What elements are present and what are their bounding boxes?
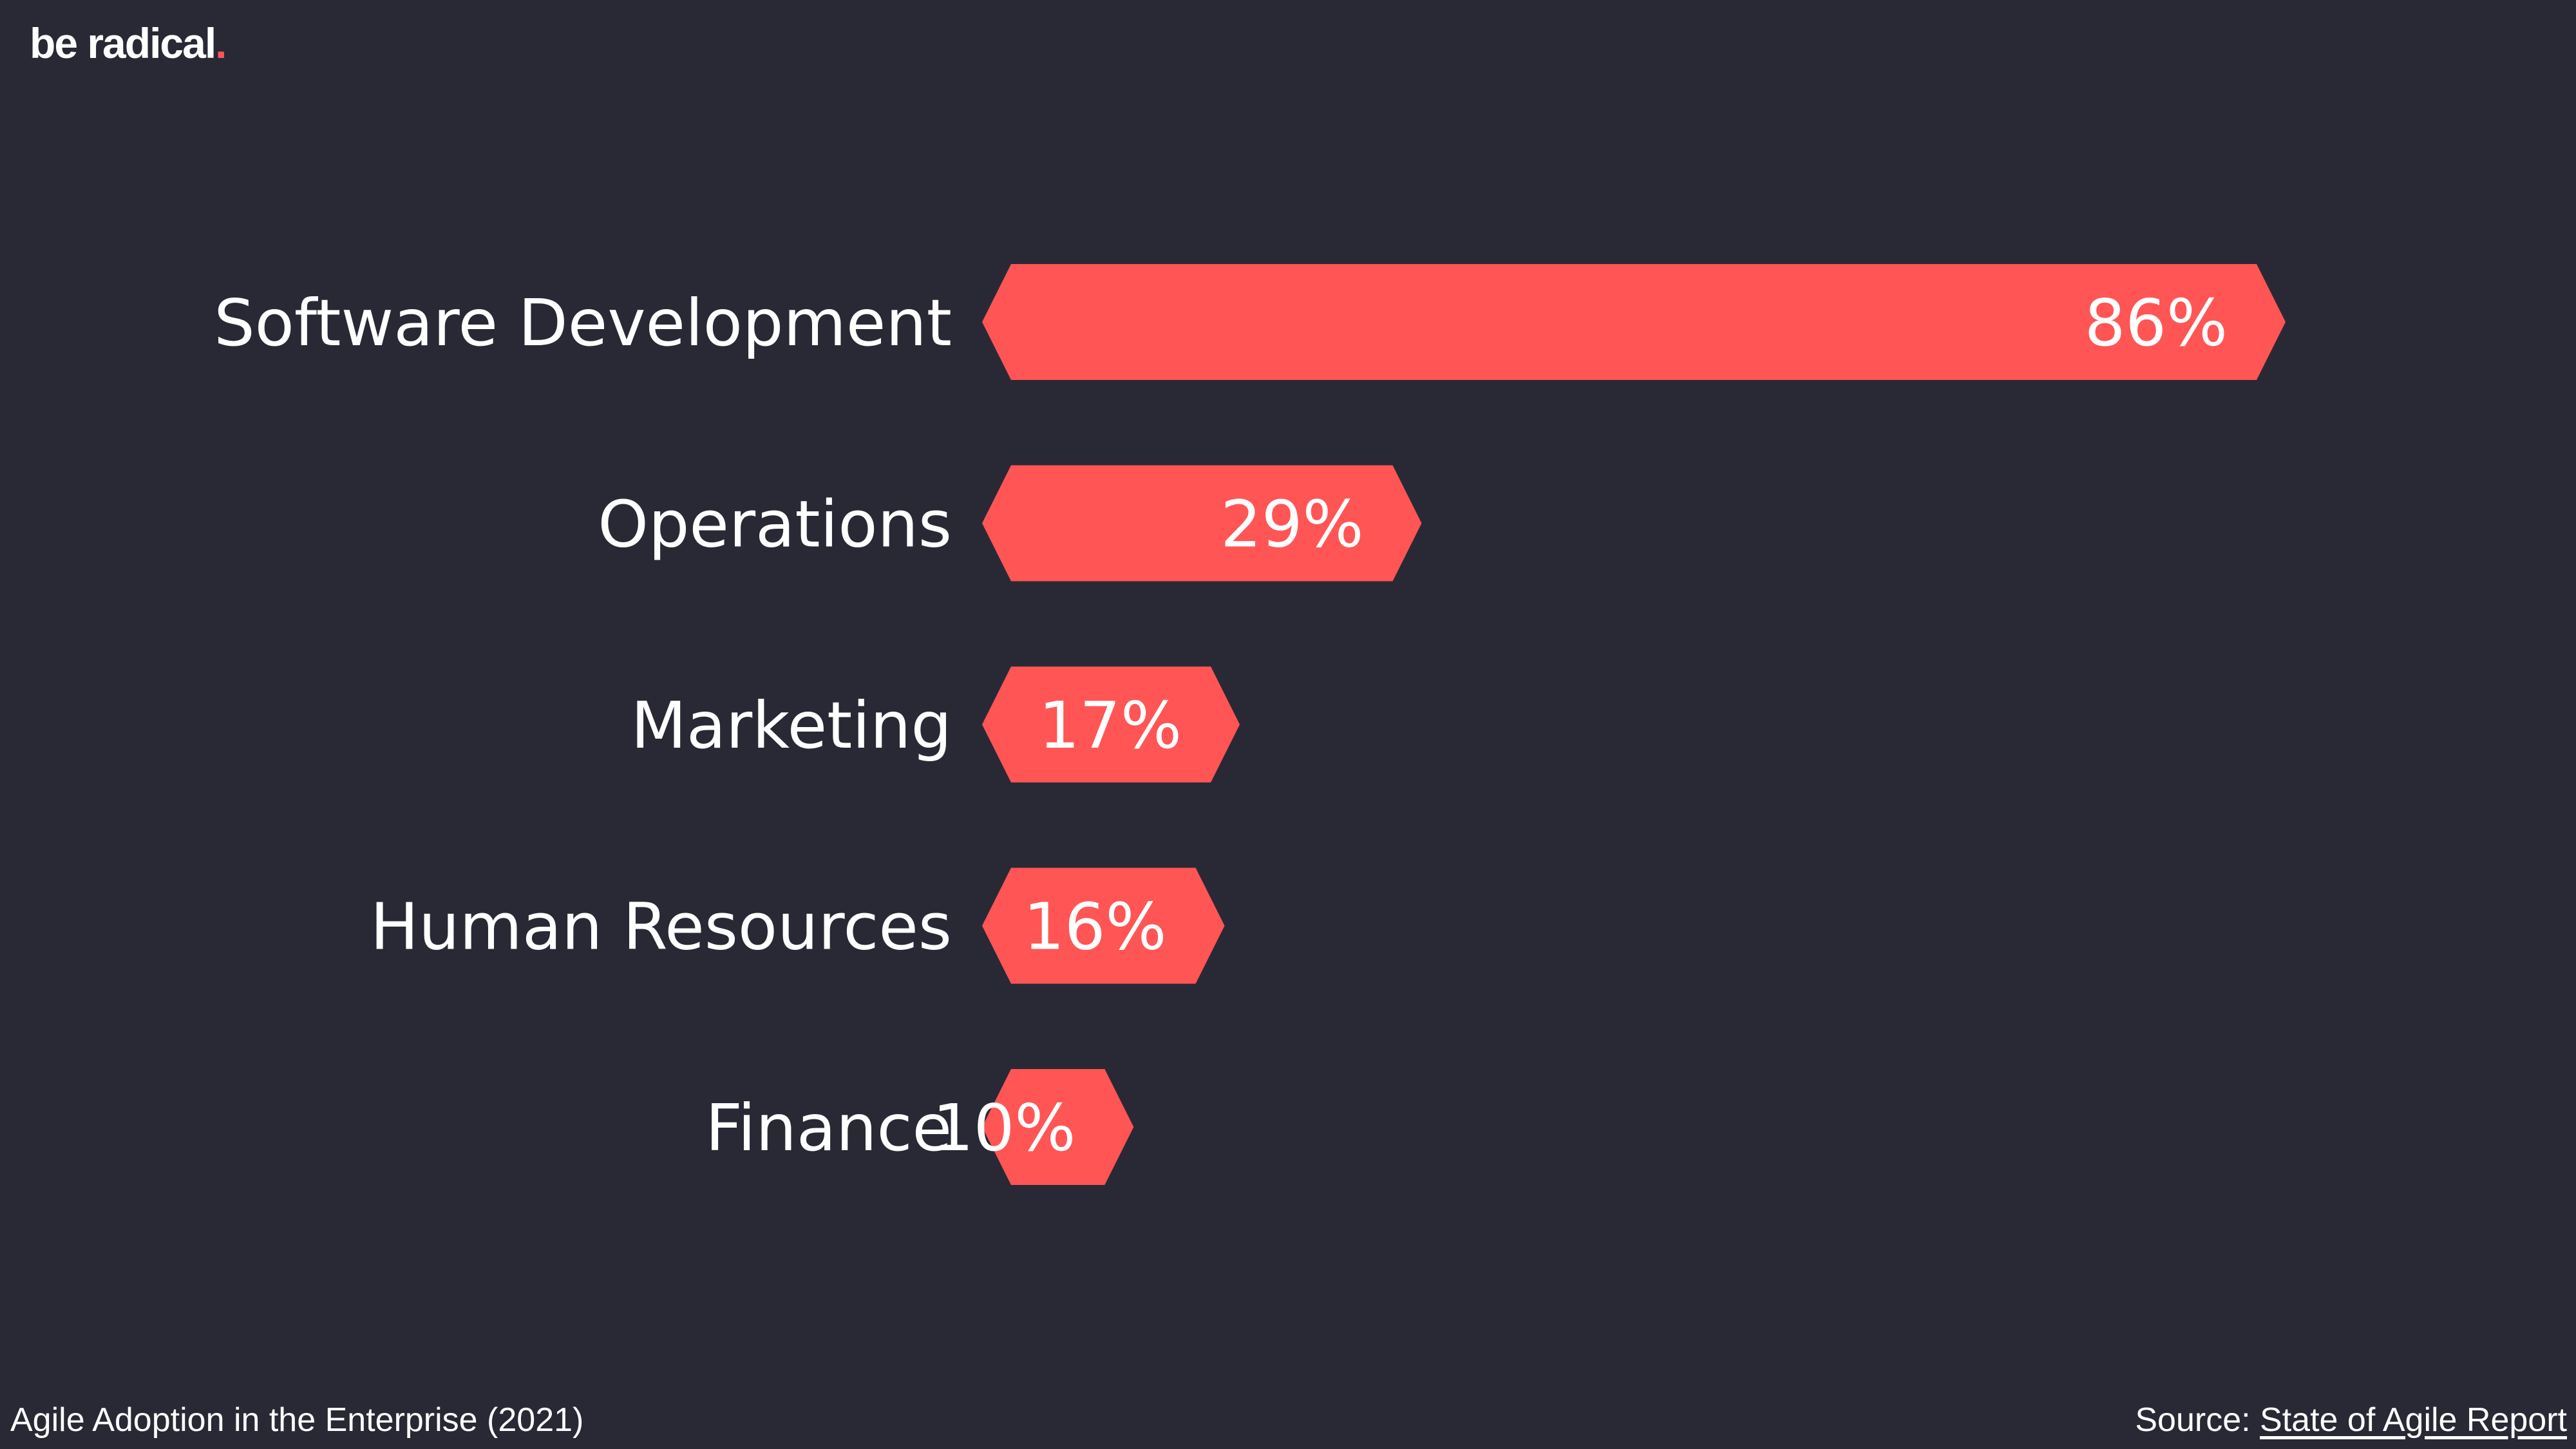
value-label: 86% <box>2085 285 2228 361</box>
value-label: 16% <box>1023 889 1166 965</box>
brand-logo: be radical. <box>30 18 227 69</box>
category-label: Human Resources <box>370 889 952 965</box>
category-label: Marketing <box>631 688 952 763</box>
category-label: Finance <box>705 1090 952 1166</box>
source-line: Source: State of Agile Report <box>2135 1400 2567 1440</box>
bar-operations <box>982 465 1422 582</box>
source-link[interactable]: State of Agile Report <box>2260 1401 2567 1439</box>
value-label: 29% <box>1220 487 1363 562</box>
bar-software-development <box>982 264 2286 380</box>
chart-caption: Agile Adoption in the Enterprise (2021) <box>10 1401 584 1439</box>
brand-logo-text: be radical <box>30 19 216 67</box>
source-prefix: Source: <box>2135 1401 2260 1439</box>
bar-human-resources <box>982 867 1225 984</box>
category-label: Operations <box>598 487 952 562</box>
brand-logo-dot: . <box>215 19 227 67</box>
value-label: 10% <box>933 1090 1075 1166</box>
bar-finance <box>982 1069 1134 1185</box>
bar-marketing <box>982 667 1240 782</box>
value-label: 17% <box>1039 688 1182 763</box>
category-label: Software Development <box>214 285 952 361</box>
